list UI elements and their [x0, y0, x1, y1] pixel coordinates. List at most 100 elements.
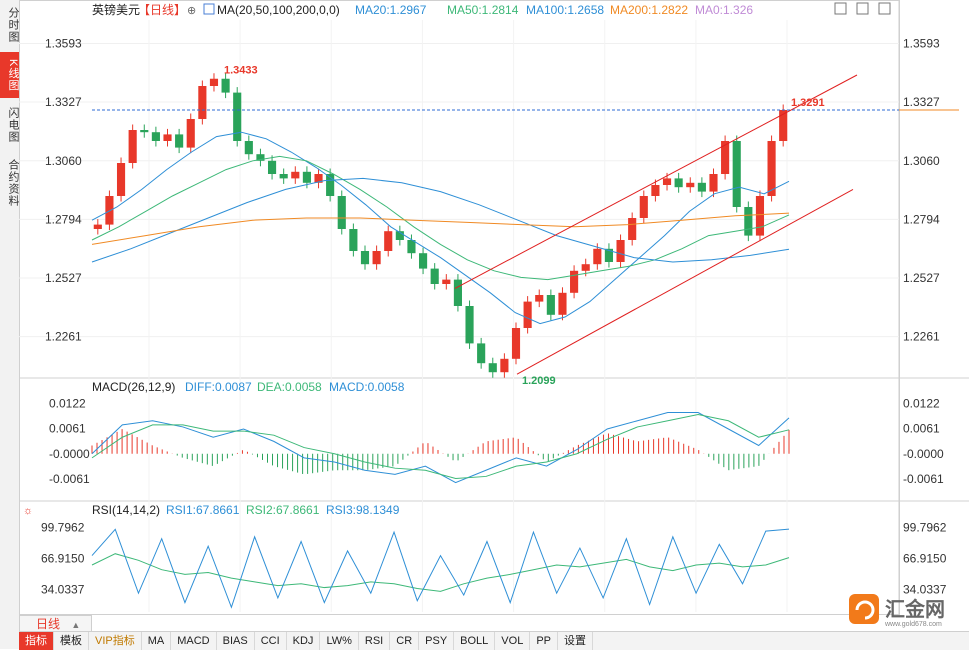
channel-lower-line	[516, 188, 854, 375]
period-selector[interactable]: 日线 ▲	[19, 615, 92, 633]
macd-plot	[91, 412, 790, 484]
rsi-y-tick-label-right: 66.9150	[903, 551, 947, 565]
ma200-line	[91, 212, 790, 245]
rsi-y-tick-label-right: 99.7962	[903, 521, 947, 535]
shrink-icon[interactable]	[856, 2, 869, 15]
y-tick-label-right: 1.2527	[903, 271, 940, 285]
indicator-tab[interactable]: PP	[530, 632, 558, 650]
candle-body	[500, 358, 509, 373]
y-tick-label-right: 1.2261	[903, 330, 940, 344]
candle-body	[128, 130, 137, 163]
ma100-line	[91, 177, 790, 263]
tab-kline[interactable]: K线图	[0, 52, 19, 98]
indicator-tab[interactable]: KDJ	[287, 632, 321, 650]
rsi-y-tick-label-left: 99.7962	[41, 521, 85, 535]
candle-body	[593, 248, 602, 265]
candle-body	[442, 279, 451, 284]
candle-body	[302, 171, 311, 183]
candle-body	[93, 224, 102, 229]
main-frame	[19, 0, 900, 615]
rsi-plot	[91, 528, 790, 609]
y-tick-label-left: 1.2527	[45, 271, 82, 285]
candle-body	[384, 231, 393, 251]
rsi-y-tick-label-left: 34.0337	[41, 582, 85, 596]
candle-body	[151, 132, 160, 141]
indicator-tab[interactable]: BOLL	[454, 632, 496, 650]
candle-body	[523, 301, 532, 328]
ma0-value: MA0:1.326	[695, 3, 753, 17]
indicator-tab[interactable]: MA	[142, 632, 172, 650]
candle-body	[511, 328, 521, 359]
ma-params: MA(20,50,100,200,0,0)	[217, 3, 340, 17]
y-tick-label-right: 1.2794	[903, 212, 940, 226]
candle-body	[639, 196, 648, 218]
indicator-tab[interactable]: LW%	[320, 632, 359, 650]
candle-body	[755, 196, 765, 236]
tab-contract-info[interactable]: 合约资料	[7, 159, 19, 207]
rsi3-line	[91, 528, 790, 609]
candle-body	[651, 185, 660, 196]
indicator-icon[interactable]	[203, 3, 215, 15]
x-tick-label: 2024/11	[310, 614, 353, 615]
logo-icon	[849, 594, 879, 624]
rsi2-value: RSI2:67.8661	[246, 503, 320, 517]
rsi-settings-icon[interactable]: ☼	[23, 505, 33, 517]
candle-body	[163, 134, 172, 141]
macd-y-tick-label-left: -0.0000	[49, 447, 90, 461]
fullscreen-icon[interactable]	[878, 2, 891, 15]
tab-lightning[interactable]: 闪电图	[7, 107, 19, 143]
rsi3-value: RSI3:98.1349	[326, 503, 400, 517]
candle-body	[662, 178, 672, 185]
candle-body	[430, 268, 439, 284]
indicator-tab[interactable]: VIP指标	[89, 632, 142, 650]
indicator-tab[interactable]: 设置	[558, 632, 593, 650]
indicator-tab[interactable]: RSI	[359, 632, 391, 650]
candle-body	[395, 231, 404, 240]
y-tick-label-right: 1.3593	[903, 37, 940, 51]
candle-body	[372, 251, 381, 265]
ma100-value: MA100:1.2658	[526, 3, 604, 17]
indicator-tab[interactable]: MACD	[171, 632, 217, 650]
x-tick-label: 2024/12	[401, 614, 445, 615]
diff-line	[91, 412, 790, 484]
macd-y-tick-label-right: -0.0061	[903, 472, 944, 486]
indicator-tab[interactable]: 模板	[54, 632, 89, 650]
candle-body	[279, 174, 288, 179]
candle-body	[570, 270, 579, 293]
expand-icon[interactable]	[834, 2, 847, 15]
candle-body	[604, 248, 614, 262]
channel-upper-line	[454, 74, 858, 289]
x-tick-label: 2024/09	[127, 614, 171, 615]
axis-labels: 1.3593 1.3593 1.3327 1.3327 1.3060 1.3060 1.27…	[41, 37, 947, 615]
indicator-tab[interactable]: BIAS	[217, 632, 255, 650]
x-tick-label: 2024/10	[218, 614, 262, 615]
x-tick-label: 2025/02	[583, 614, 627, 615]
macd-y-tick-label-right: 0.0061	[903, 422, 940, 436]
x-tick-label: 2025/01	[492, 614, 536, 615]
ma50-line	[91, 155, 790, 281]
indicator-tab[interactable]: 指标	[19, 632, 54, 650]
chevron-up-icon: ▲	[71, 620, 81, 630]
indicator-tab[interactable]: PSY	[419, 632, 455, 650]
indicator-tab[interactable]: CR	[390, 632, 420, 650]
price-plot: 1.3433 1.2099 1.3291	[91, 65, 959, 387]
period-label: 【日线】	[138, 3, 186, 17]
y-tick-label-left: 1.2261	[45, 330, 82, 344]
candle-body	[535, 295, 544, 302]
rsi1-value: RSI1:67.8661	[166, 503, 240, 517]
tab-timeshare[interactable]: 分时图	[7, 7, 19, 43]
indicator-tab[interactable]: VOL	[495, 632, 531, 650]
ma200-value: MA200:1.2822	[610, 3, 688, 17]
candle-body	[326, 174, 335, 196]
candle-body	[221, 78, 230, 93]
candle-body	[558, 292, 567, 315]
settings-icon[interactable]: ⊕	[187, 5, 196, 17]
candle-body	[360, 251, 370, 265]
symbol-title: 英镑美元	[92, 2, 140, 17]
logo-text: 汇金网	[885, 597, 945, 621]
ma20-value: MA20:1.2967	[355, 3, 427, 17]
dea-line	[91, 414, 790, 480]
candle-body	[581, 264, 590, 271]
indicator-tab[interactable]: CCI	[255, 632, 287, 650]
x-tick-label: 2025/03	[674, 614, 718, 615]
